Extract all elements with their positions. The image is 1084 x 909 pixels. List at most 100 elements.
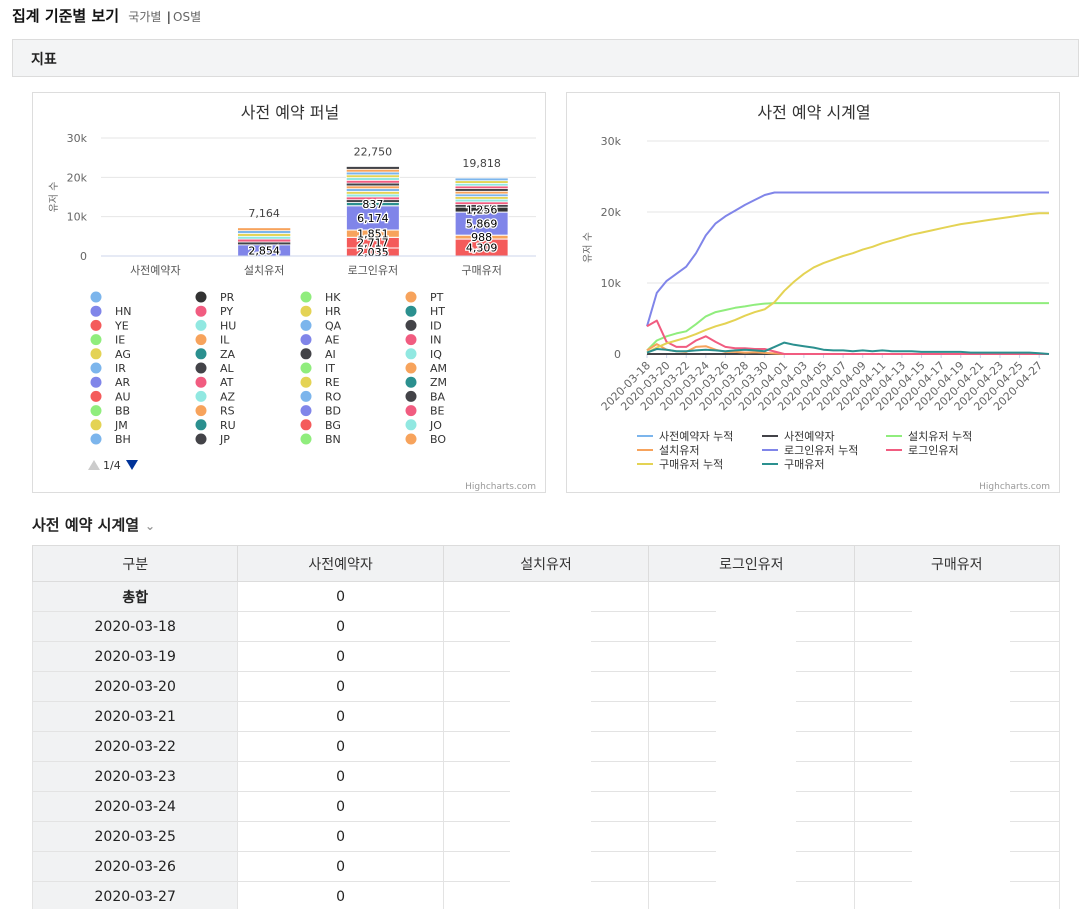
total-label: 22,750 bbox=[354, 146, 393, 159]
row-label: 2020-03-26 bbox=[31, 851, 239, 882]
col-header-category[interactable]: 구분 bbox=[31, 545, 239, 582]
series-line bbox=[646, 341, 1050, 355]
legend-item-label: AI bbox=[325, 348, 336, 361]
legend-marker bbox=[90, 348, 102, 360]
row-label: 2020-03-27 bbox=[31, 881, 239, 909]
legend-page-indicator: 1/4 bbox=[103, 459, 121, 472]
col-header-logins[interactable]: 로그인유저 bbox=[648, 545, 855, 582]
legend-item-label: 설치유저 누적 bbox=[908, 430, 972, 443]
legend-item-label: PY bbox=[220, 305, 233, 318]
legend-item-label: QA bbox=[325, 319, 342, 332]
y-tick-label: 30k bbox=[67, 132, 88, 145]
legend-item-label: 구매유저 누적 bbox=[659, 458, 723, 471]
legend-item-label: BA bbox=[430, 390, 446, 403]
legend-item-label: PT bbox=[430, 291, 444, 304]
row-label: 2020-03-24 bbox=[31, 791, 239, 822]
data-label: 1,256 bbox=[466, 204, 498, 217]
legend-marker bbox=[405, 291, 417, 303]
legend-marker bbox=[195, 433, 207, 445]
x-tick-label: 구매유저 bbox=[461, 264, 501, 277]
legend-marker bbox=[405, 376, 417, 388]
os-view-link[interactable]: OS별 bbox=[173, 10, 202, 24]
bar-segment bbox=[454, 193, 509, 197]
legend-marker bbox=[300, 433, 312, 445]
legend-item-label: 로그인유저 누적 bbox=[784, 444, 858, 457]
pre-registrants-cell: 0 bbox=[237, 821, 444, 852]
legend-item-label: RU bbox=[220, 419, 236, 432]
pre-registrants-cell: 0 bbox=[237, 581, 444, 612]
legend-marker bbox=[300, 362, 312, 374]
legend-item-label: BD bbox=[325, 405, 341, 418]
bar-segment bbox=[346, 182, 400, 187]
legend-item-label: ZM bbox=[430, 376, 447, 389]
legend-item-label: 사전예약자 누적 bbox=[659, 429, 733, 443]
bar-segment bbox=[237, 230, 291, 234]
legend-marker bbox=[90, 390, 102, 402]
legend-marker bbox=[300, 348, 312, 360]
total-label: 19,818 bbox=[462, 157, 501, 170]
bar-segment bbox=[237, 233, 291, 237]
redacted-installs-column bbox=[510, 588, 591, 909]
col-header-purchases[interactable]: 구매유저 bbox=[853, 545, 1061, 582]
legend-item-label: AL bbox=[220, 362, 235, 375]
bar-segment bbox=[454, 180, 509, 184]
data-label: 2,035 bbox=[357, 246, 389, 259]
legend-item-label: BB bbox=[115, 405, 130, 418]
bar-segment bbox=[346, 185, 400, 189]
row-label: 2020-03-18 bbox=[31, 611, 239, 642]
bar-segment bbox=[346, 193, 400, 198]
section-bar: 지표 bbox=[12, 39, 1079, 77]
legend-item-label: IR bbox=[115, 362, 126, 375]
legend-marker bbox=[405, 305, 417, 317]
timeseries-table: 구분 사전예약자 설치유저 로그인유저 구매유저 총합 0 2020-03-18 0 2… bbox=[31, 545, 1061, 909]
legend-marker bbox=[90, 362, 102, 374]
legend-item-label: AT bbox=[220, 376, 234, 389]
series-line bbox=[646, 212, 1049, 354]
legend-marker bbox=[405, 390, 417, 402]
table-section-header[interactable]: 사전 예약 시계열 ⌄ bbox=[32, 514, 155, 535]
legend-item-label: HN bbox=[115, 305, 132, 318]
chevron-down-icon[interactable]: ⌄ bbox=[145, 519, 156, 533]
legend-item-label: PR bbox=[220, 291, 235, 304]
legend-item-label: 로그인유저 bbox=[908, 444, 959, 457]
legend-item-label: BE bbox=[430, 405, 445, 418]
country-view-link[interactable]: 국가별 bbox=[128, 10, 162, 24]
bar-segment bbox=[237, 238, 291, 243]
legend-marker bbox=[90, 291, 102, 303]
data-label: 2,854 bbox=[248, 244, 280, 257]
legend-item-label: BG bbox=[325, 419, 341, 432]
legend-item-label: YE bbox=[114, 319, 129, 332]
legend-marker bbox=[195, 376, 207, 388]
bar-segment bbox=[346, 168, 400, 173]
page-title: 집계 기준별 보기 bbox=[12, 7, 120, 25]
col-header-pre-registrants[interactable]: 사전예약자 bbox=[237, 545, 444, 582]
y-tick-label: 30k bbox=[601, 135, 622, 148]
legend-marker bbox=[300, 405, 312, 417]
x-tick-label: 로그인유저 bbox=[348, 264, 399, 277]
pre-registrants-cell: 0 bbox=[237, 791, 444, 822]
bar-segment bbox=[346, 191, 400, 195]
legend-marker bbox=[90, 334, 102, 346]
legend-marker bbox=[300, 319, 312, 331]
row-label: 총합 bbox=[31, 581, 239, 612]
legend-item-label: JP bbox=[219, 433, 230, 446]
row-label: 2020-03-19 bbox=[31, 641, 239, 672]
header-separator: | bbox=[166, 10, 172, 24]
legend-item-label: AG bbox=[115, 348, 131, 361]
y-tick-label: 0 bbox=[614, 348, 621, 361]
legend-item-label: RS bbox=[220, 405, 235, 418]
legend-marker bbox=[300, 419, 312, 431]
legend-item-label: ZA bbox=[220, 348, 236, 361]
timeseries-chart-card: 사전 예약 시계열 0 10k 20k 30k 유저 수 2020-03-18 2020-03… bbox=[566, 92, 1060, 493]
funnel-chart-title: 사전 예약 퍼널 bbox=[241, 103, 340, 122]
pre-registrants-cell: 0 bbox=[237, 671, 444, 702]
legend-marker bbox=[195, 348, 207, 360]
legend-item-label: IQ bbox=[430, 348, 442, 361]
row-label: 2020-03-20 bbox=[31, 671, 239, 702]
legend-prev-icon bbox=[88, 460, 100, 470]
legend-marker bbox=[405, 433, 417, 445]
row-label: 2020-03-23 bbox=[31, 761, 239, 792]
col-header-installs[interactable]: 설치유저 bbox=[442, 545, 650, 582]
